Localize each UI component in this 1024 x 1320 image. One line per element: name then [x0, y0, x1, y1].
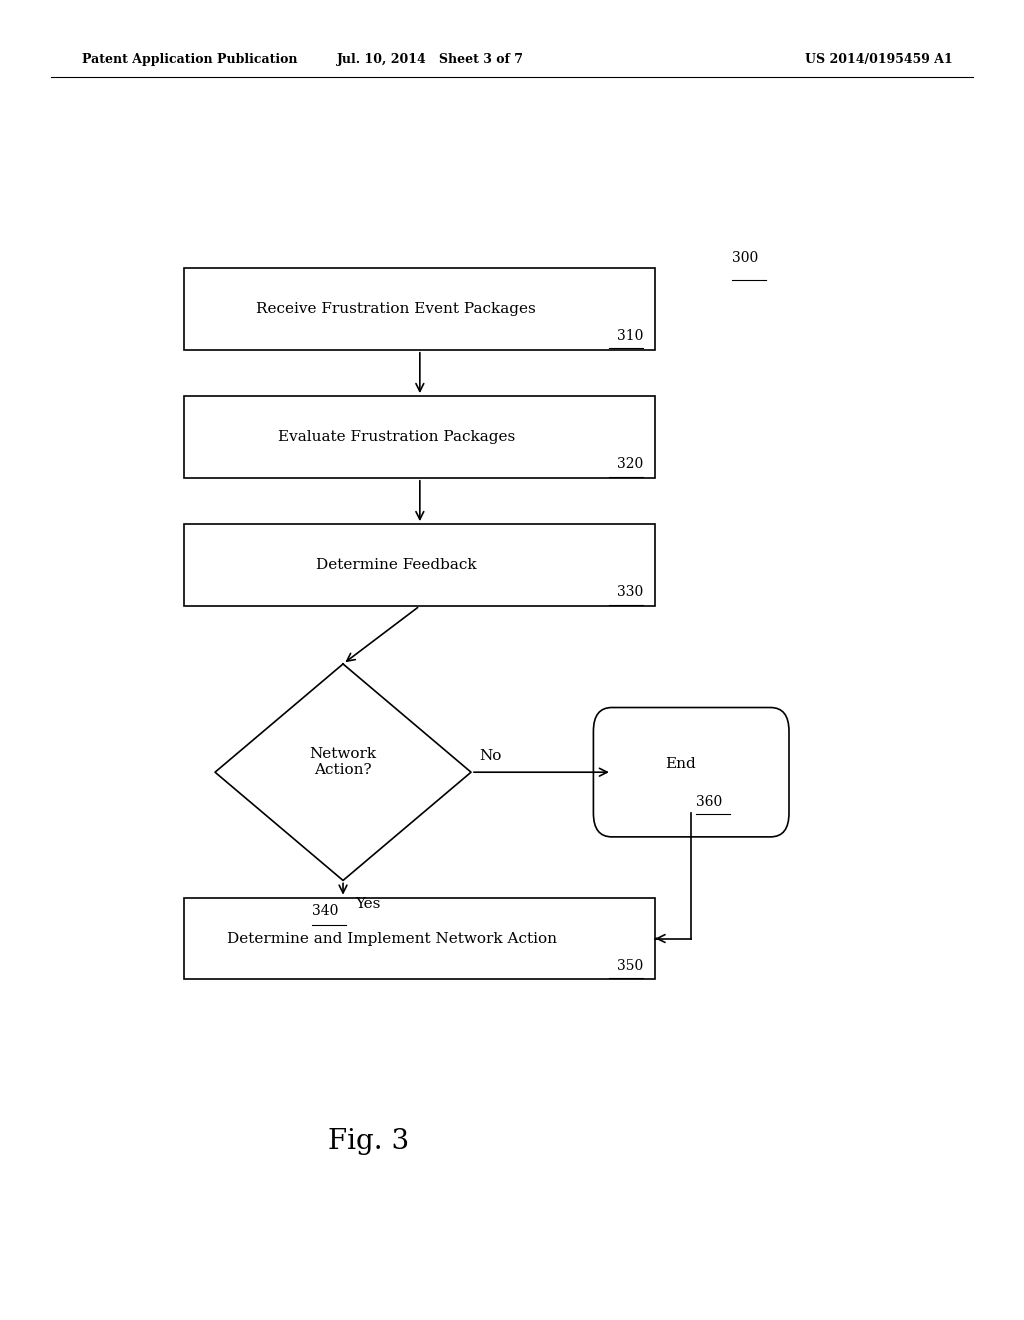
Text: 360: 360 [696, 795, 723, 809]
Text: End: End [666, 758, 696, 771]
Text: 330: 330 [616, 585, 643, 599]
Text: Fig. 3: Fig. 3 [328, 1129, 410, 1155]
FancyBboxPatch shape [594, 708, 788, 837]
Bar [184, 268, 655, 350]
Text: Receive Frustration Event Packages: Receive Frustration Event Packages [256, 302, 537, 315]
Text: 300: 300 [732, 251, 759, 265]
Text: Jul. 10, 2014   Sheet 3 of 7: Jul. 10, 2014 Sheet 3 of 7 [337, 53, 523, 66]
Text: Yes: Yes [355, 898, 381, 911]
Text: Determine Feedback: Determine Feedback [316, 558, 476, 572]
Text: No: No [479, 750, 502, 763]
Bar [184, 524, 655, 606]
Text: Determine and Implement Network Action: Determine and Implement Network Action [226, 932, 557, 945]
Bar [184, 396, 655, 478]
Text: 340: 340 [312, 904, 339, 919]
Bar [184, 898, 655, 979]
Text: 310: 310 [616, 329, 643, 343]
Text: US 2014/0195459 A1: US 2014/0195459 A1 [805, 53, 952, 66]
Text: Network
Action?: Network Action? [309, 747, 377, 776]
Text: Evaluate Frustration Packages: Evaluate Frustration Packages [278, 430, 515, 444]
Text: Patent Application Publication: Patent Application Publication [82, 53, 297, 66]
Text: 350: 350 [616, 958, 643, 973]
Text: 320: 320 [616, 457, 643, 471]
